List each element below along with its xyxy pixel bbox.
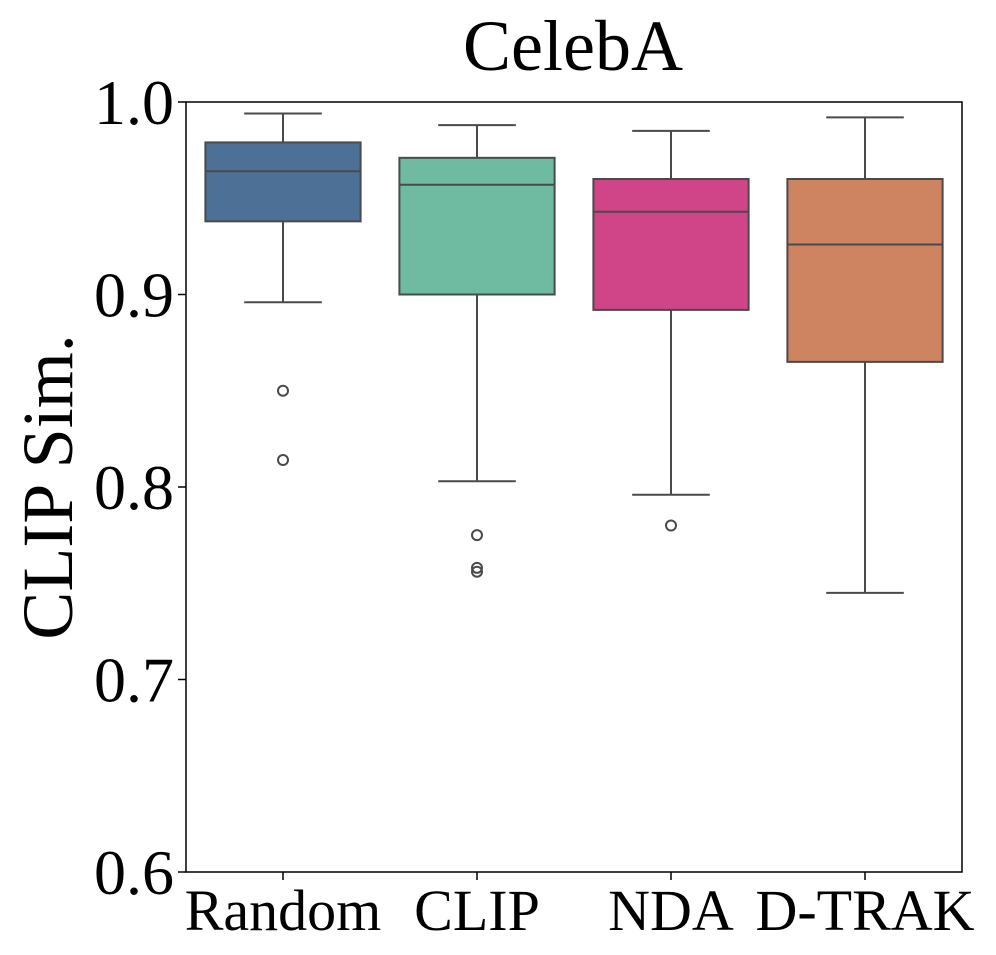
box-nda bbox=[592, 178, 750, 311]
y-tick-label: 0.9 bbox=[94, 260, 174, 331]
y-tick-label: 0.8 bbox=[94, 452, 174, 523]
y-axis-label: CLIP Sim. bbox=[8, 334, 88, 639]
x-tick-label: NDA bbox=[608, 878, 734, 943]
outlier-point bbox=[277, 384, 289, 397]
chart-title: CelebA bbox=[463, 6, 683, 86]
box-random bbox=[204, 141, 362, 223]
plot-area: 0.6 0.7 0.8 0.9 1.0 Random CLIP NDA D-TRAK bbox=[94, 67, 975, 943]
box-d-trak bbox=[786, 178, 944, 363]
box-clip bbox=[398, 156, 556, 296]
x-tick-label: Random bbox=[185, 878, 382, 943]
outlier-point bbox=[471, 529, 483, 542]
outlier-point bbox=[665, 519, 677, 532]
y-tick-label: 0.6 bbox=[94, 837, 174, 908]
outlier-point bbox=[471, 561, 483, 574]
y-tick-label: 1.0 bbox=[94, 67, 174, 138]
x-tick-label: CLIP bbox=[414, 878, 540, 943]
x-tick-label: D-TRAK bbox=[755, 878, 974, 943]
plot-frame bbox=[185, 101, 963, 873]
y-tick-label: 0.7 bbox=[94, 645, 174, 716]
outlier-point bbox=[277, 454, 289, 467]
outlier-point bbox=[471, 565, 483, 578]
